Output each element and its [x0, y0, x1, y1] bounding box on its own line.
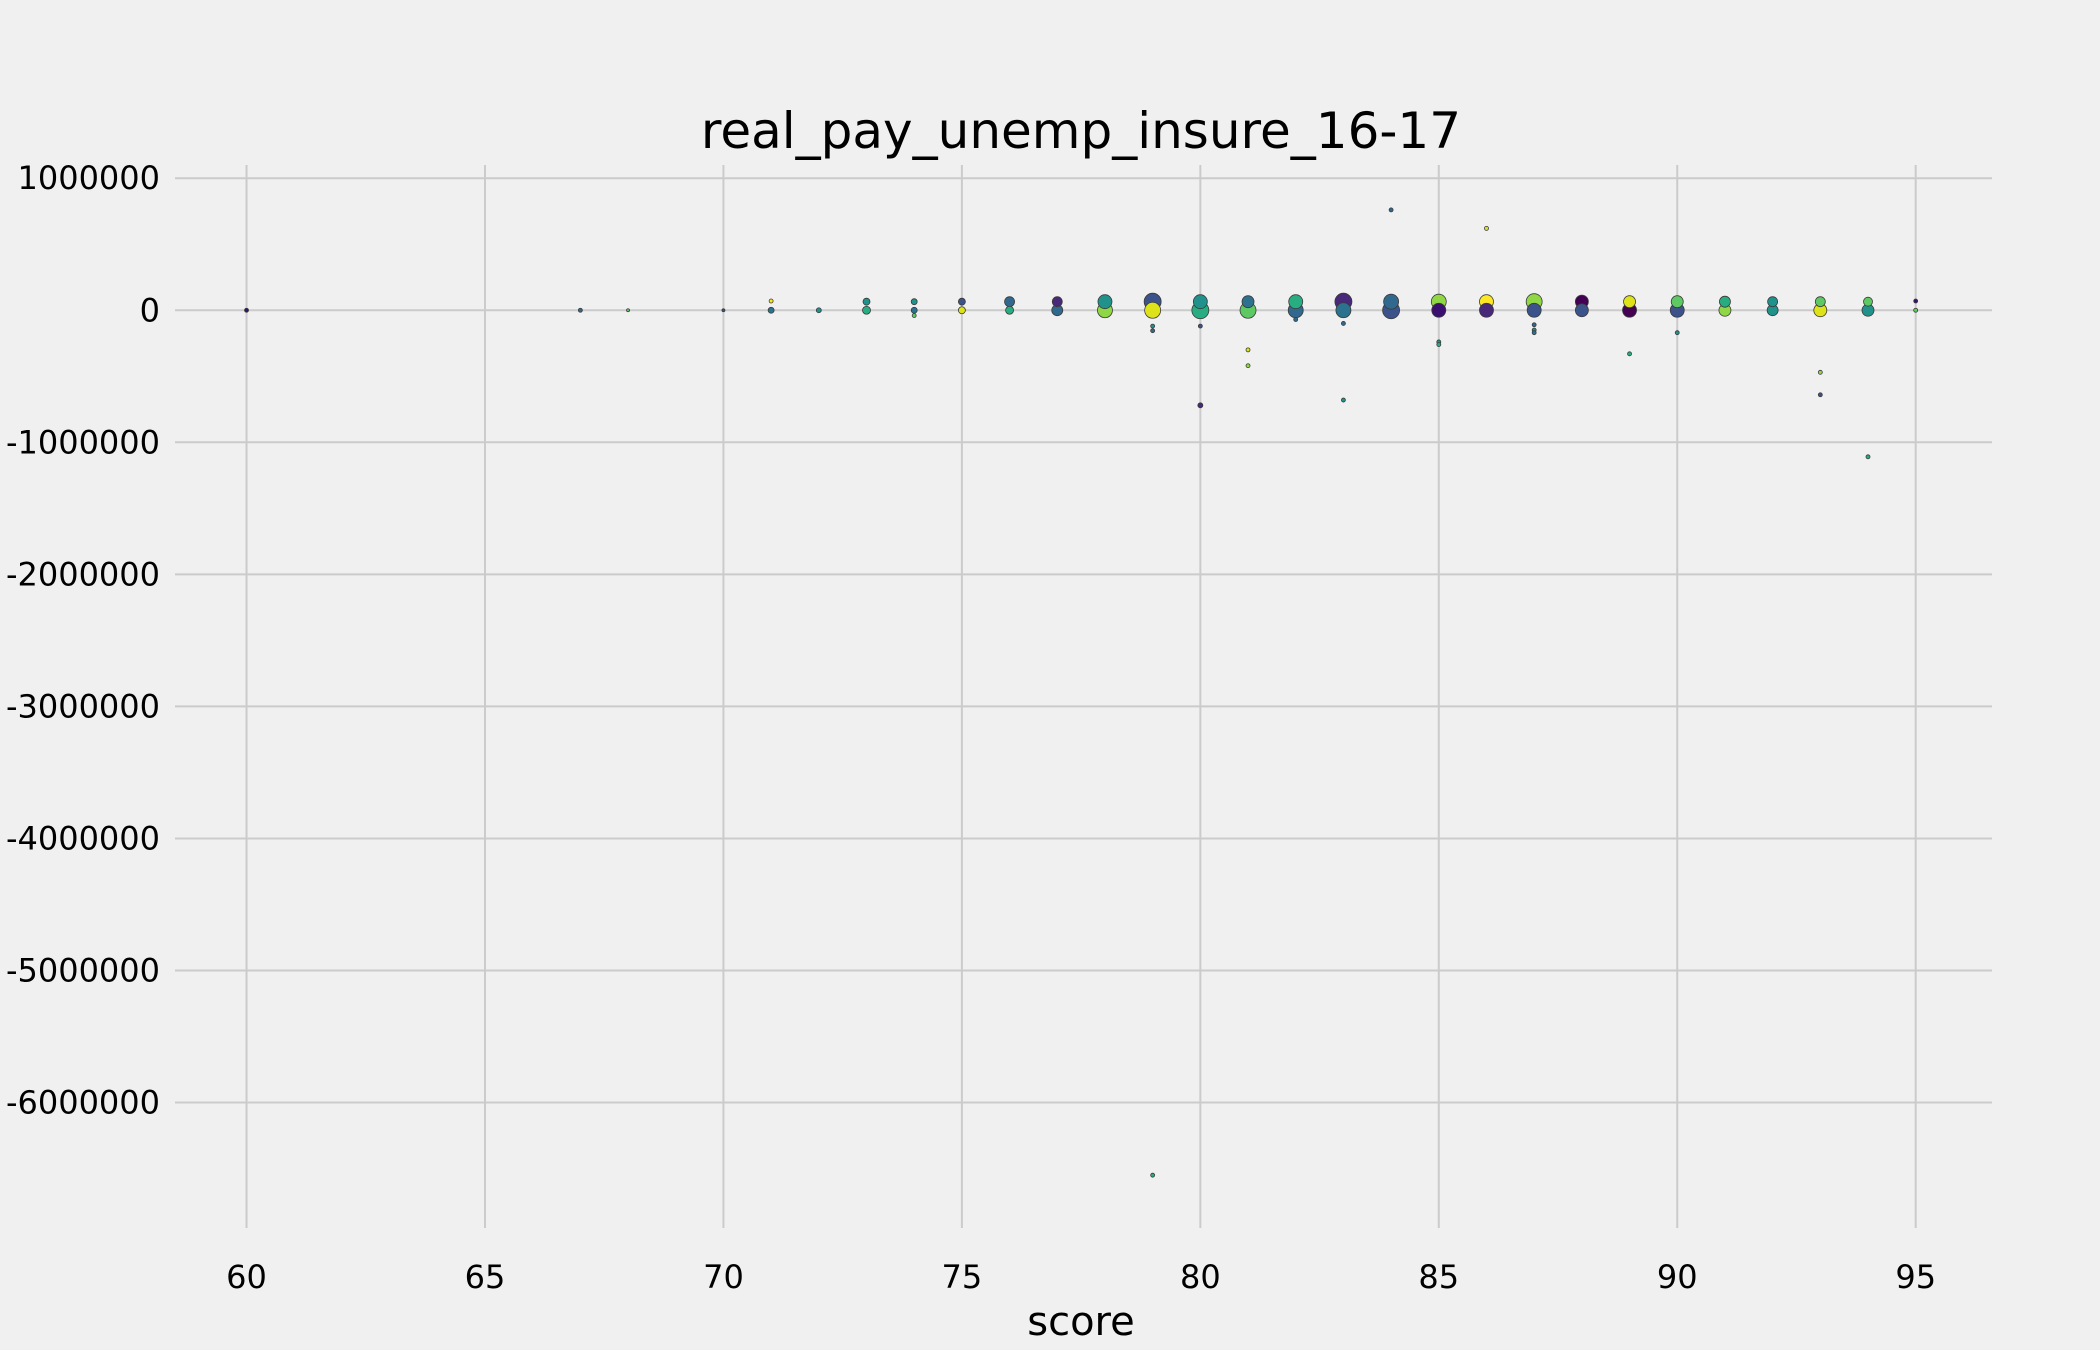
data-point — [1670, 295, 1684, 309]
data-point — [1293, 317, 1299, 322]
data-point — [767, 306, 775, 314]
data-point — [1913, 298, 1919, 304]
y-tick-label: -6000000 — [6, 1084, 160, 1122]
data-point — [1097, 294, 1113, 310]
data-point — [1245, 347, 1251, 353]
y-tick-label: 1000000 — [17, 159, 160, 197]
data-point — [721, 308, 726, 313]
data-point — [910, 306, 918, 314]
data-point — [1436, 342, 1442, 347]
data-point — [1674, 330, 1680, 336]
data-point — [1150, 328, 1156, 334]
y-tick-label: -1000000 — [6, 423, 160, 461]
data-point — [1245, 363, 1251, 369]
data-point — [957, 306, 966, 315]
x-tick-label: 95 — [1895, 1258, 1936, 1296]
data-point — [1192, 294, 1208, 310]
data-point — [1479, 302, 1494, 318]
x-tick-label: 75 — [942, 1258, 983, 1296]
data-point — [626, 308, 630, 313]
x-tick-label: 70 — [703, 1258, 744, 1296]
x-tick-label: 60 — [226, 1258, 267, 1296]
data-point — [1150, 323, 1156, 329]
data-point — [1913, 307, 1919, 313]
y-tick-label: 0 — [140, 291, 160, 329]
data-point — [577, 307, 583, 313]
data-point — [1341, 321, 1346, 326]
data-point — [1817, 369, 1823, 375]
data-point — [957, 297, 966, 306]
data-point — [1574, 303, 1589, 318]
data-point — [1150, 1172, 1156, 1178]
data-point — [1051, 296, 1063, 308]
data-point — [1526, 302, 1542, 318]
data-point — [910, 298, 918, 306]
data-point — [862, 297, 871, 306]
y-gridlines — [175, 177, 1992, 1104]
data-point — [1388, 207, 1394, 213]
data-point — [862, 305, 871, 315]
x-tick-label: 80 — [1180, 1258, 1221, 1296]
data-point — [1431, 302, 1447, 318]
y-tick-label: -3000000 — [6, 687, 160, 725]
data-point — [1814, 296, 1826, 308]
y-tick-label: -5000000 — [6, 952, 160, 990]
data-point — [1341, 397, 1346, 403]
x-tick-label: 90 — [1657, 1258, 1698, 1296]
y-tick-label: -4000000 — [6, 819, 160, 857]
data-point — [1004, 296, 1015, 308]
data-point — [1197, 323, 1203, 329]
data-point — [1484, 225, 1489, 231]
chart-title: real_pay_unemp_insure_16-17 — [701, 102, 1461, 160]
data-point — [1623, 295, 1636, 309]
data-point — [244, 307, 249, 313]
data-point — [1865, 454, 1871, 460]
x-tick-label: 85 — [1418, 1258, 1459, 1296]
x-tick-label: 65 — [465, 1258, 506, 1296]
y-tick-label: -2000000 — [6, 555, 160, 593]
data-point — [1383, 293, 1400, 310]
x-tick-labels: 60 65 70 75 80 85 90 95 — [226, 1258, 1936, 1296]
data-point — [911, 313, 917, 318]
data-point — [1335, 302, 1352, 319]
data-point — [1627, 351, 1632, 357]
data-point — [1767, 296, 1779, 308]
data-point — [815, 307, 822, 314]
data-point — [1719, 295, 1731, 308]
data-point — [1531, 330, 1537, 336]
data-point — [1005, 305, 1014, 315]
data-point — [768, 298, 774, 304]
data-point — [1817, 392, 1823, 398]
data-point — [1241, 295, 1255, 309]
data-point — [1197, 402, 1204, 409]
y-tick-labels: 1000000 0 -1000000 -2000000 -3000000 -4000000… — [6, 159, 160, 1121]
data-points — [244, 207, 1919, 1178]
x-axis-label: score — [1027, 1299, 1134, 1345]
data-point — [1144, 301, 1162, 319]
data-point — [1288, 294, 1304, 310]
data-point — [1531, 322, 1537, 328]
data-point — [1863, 296, 1873, 307]
